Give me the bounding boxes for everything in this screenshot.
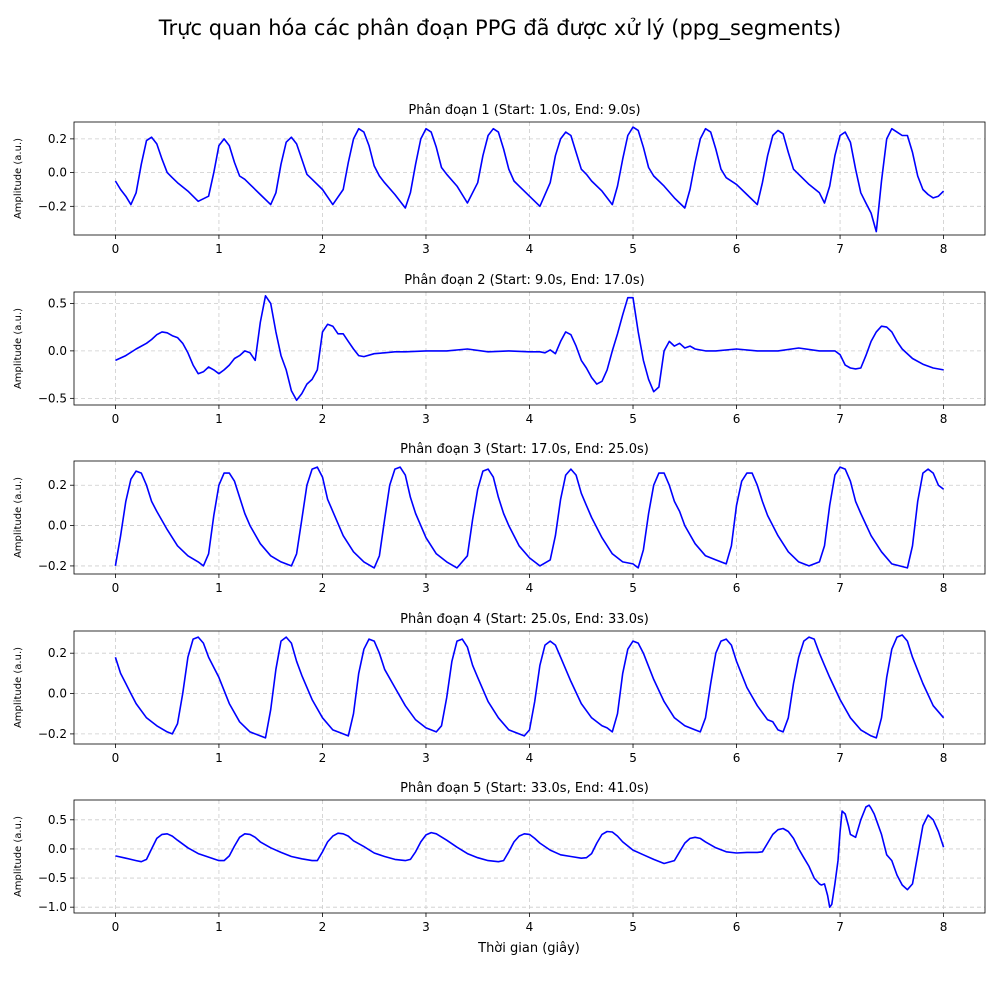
series-line-5 — [115, 804, 945, 908]
y-axis-label: Amplitude (a.u.) — [13, 308, 24, 389]
y-axis-label: Amplitude (a.u.) — [13, 477, 24, 558]
x-tick-label: 6 — [733, 242, 741, 256]
x-tick-label: 6 — [733, 751, 741, 765]
series-line-4 — [114, 634, 945, 739]
series-line-2 — [115, 295, 944, 402]
x-tick-label: 7 — [836, 581, 844, 595]
subplot-4: 0 1 2 3 4 5 6 7 8 −0.2 0.0 0.2 Phân đoạn 4 (Start: 2… — [13, 612, 986, 765]
x-tick-label: 8 — [940, 751, 948, 765]
x-tick-label: 0 — [112, 412, 120, 426]
x-tick-label: 6 — [733, 920, 741, 934]
subplot-title: Phân đoạn 2 (Start: 9.0s, End: 17.0s) — [404, 273, 644, 288]
x-tick-label: 7 — [836, 751, 844, 765]
subplot-title: Phân đoạn 1 (Start: 1.0s, End: 9.0s) — [408, 103, 640, 118]
x-tick-label: 5 — [629, 412, 637, 426]
subplot-1: 0 1 2 3 4 5 6 7 8 −0.2 0.0 0.2 Phân đoạn 1 (Start: 1… — [13, 103, 986, 256]
x-tick-label: 0 — [112, 581, 120, 595]
x-tick-label: 6 — [733, 581, 741, 595]
x-tick-label: 7 — [836, 412, 844, 426]
x-tick-label: 4 — [526, 242, 534, 256]
x-tick-label: 8 — [940, 242, 948, 256]
y-tick-label: −0.5 — [38, 391, 67, 405]
x-tick-label: 7 — [836, 242, 844, 256]
y-tick-label: 0.2 — [48, 478, 67, 492]
y-tick-label: 0.2 — [48, 646, 67, 660]
y-tick-label: 0.5 — [48, 813, 67, 827]
x-tick-label: 3 — [422, 920, 430, 934]
x-tick-label: 8 — [940, 920, 948, 934]
x-tick-label: 3 — [422, 412, 430, 426]
y-tick-label: 0.5 — [48, 296, 67, 310]
x-tick-label: 2 — [319, 920, 327, 934]
y-tick-label: 0.0 — [48, 519, 67, 533]
x-tick-label: 1 — [215, 412, 223, 426]
series-line-1 — [114, 126, 945, 233]
y-axis-label: Amplitude (a.u.) — [13, 816, 24, 897]
subplot-title: Phân đoạn 5 (Start: 33.0s, End: 41.0s) — [400, 781, 649, 796]
y-tick-label: −0.5 — [38, 871, 67, 885]
y-tick-label: −0.2 — [38, 727, 67, 741]
x-tick-label: 0 — [112, 920, 120, 934]
x-tick-label: 5 — [629, 751, 637, 765]
subplot-title: Phân đoạn 3 (Start: 17.0s, End: 25.0s) — [400, 442, 649, 457]
x-tick-label: 2 — [319, 412, 327, 426]
x-tick-label: 7 — [836, 920, 844, 934]
subplot-5: 0 1 2 3 4 5 6 7 8 −1.0 −0.5 0.0 0.5 Phân đoạn 5 (Star… — [13, 781, 986, 934]
figure-title: Trực quan hóa các phân đoạn PPG đã được … — [158, 16, 842, 40]
y-tick-label: −0.2 — [38, 199, 67, 213]
y-tick-label: 0.0 — [48, 687, 67, 701]
y-tick-label: 0.0 — [48, 842, 67, 856]
x-tick-label: 3 — [422, 581, 430, 595]
y-tick-label: 0.0 — [48, 166, 67, 180]
y-tick-label: −0.2 — [38, 559, 67, 573]
x-tick-label: 2 — [319, 242, 327, 256]
x-tick-label: 1 — [215, 242, 223, 256]
subplot-2: 0 1 2 3 4 5 6 7 8 −0.5 0.0 0.5 Phân đoạn 2 (Start: 9… — [13, 273, 986, 426]
y-axis-label: Amplitude (a.u.) — [13, 138, 24, 219]
x-tick-label: 5 — [629, 581, 637, 595]
x-tick-label: 4 — [526, 751, 534, 765]
x-tick-label: 5 — [629, 920, 637, 934]
x-tick-label: 4 — [526, 920, 534, 934]
x-tick-label: 2 — [319, 751, 327, 765]
x-tick-label: 3 — [422, 751, 430, 765]
y-tick-label: −1.0 — [38, 900, 67, 914]
y-tick-label: 0.0 — [48, 344, 67, 358]
x-tick-label: 1 — [215, 751, 223, 765]
x-tick-label: 2 — [319, 581, 327, 595]
x-tick-label: 3 — [422, 242, 430, 256]
subplot-3: 0 1 2 3 4 5 6 7 8 −0.2 0.0 0.2 Phân đoạn 3 (Start: 1… — [13, 442, 986, 595]
x-tick-label: 0 — [112, 242, 120, 256]
x-tick-label: 4 — [526, 412, 534, 426]
x-tick-label: 6 — [733, 412, 741, 426]
x-tick-label: 8 — [940, 412, 948, 426]
x-tick-label: 4 — [526, 581, 534, 595]
series-line-3 — [114, 466, 945, 569]
x-axis-label: Thời gian (giây) — [477, 941, 580, 956]
x-tick-label: 5 — [629, 242, 637, 256]
x-tick-label: 8 — [940, 581, 948, 595]
x-tick-label: 1 — [215, 581, 223, 595]
subplot-title: Phân đoạn 4 (Start: 25.0s, End: 33.0s) — [400, 612, 649, 627]
y-tick-label: 0.2 — [48, 132, 67, 146]
y-axis-label: Amplitude (a.u.) — [13, 647, 24, 728]
x-tick-label: 0 — [112, 751, 120, 765]
x-tick-label: 1 — [215, 920, 223, 934]
